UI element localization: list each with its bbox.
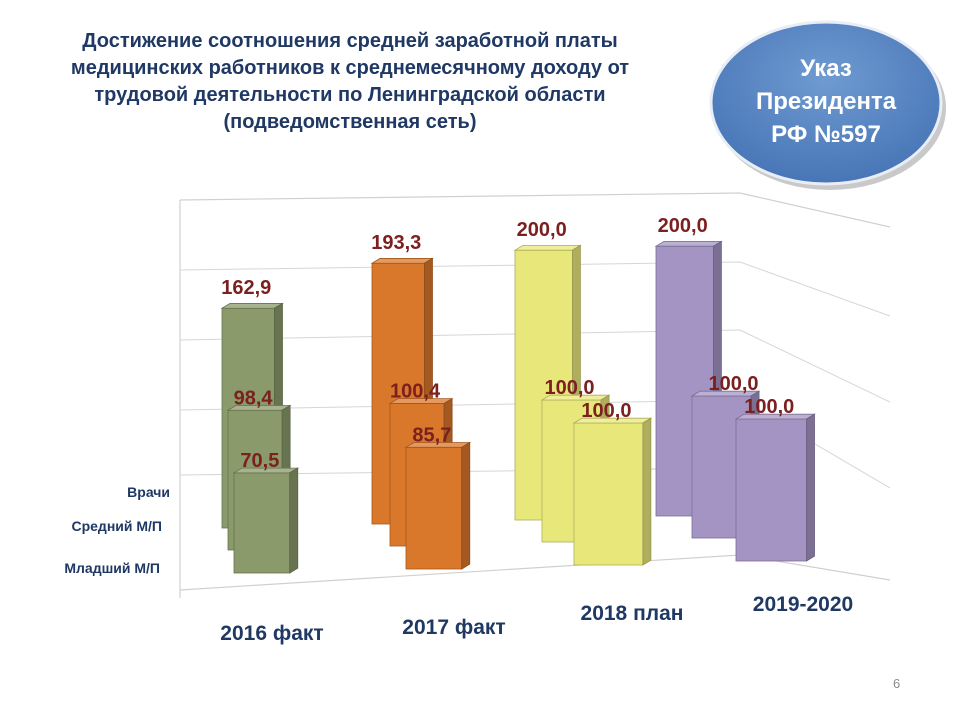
data-label: 162,9: [221, 277, 271, 299]
bar-side: [806, 413, 815, 562]
gridline: [739, 261, 891, 317]
badge-ellipse: [709, 20, 943, 186]
bar-front: [735, 418, 807, 562]
bar-младший-м-п-2: [572, 417, 653, 566]
data-label: 100,0: [544, 377, 594, 399]
series-label: Младший М/П: [64, 560, 160, 576]
bar-front: [405, 446, 463, 570]
data-label: 100,0: [581, 400, 631, 422]
bar-side: [642, 417, 652, 566]
title-line-3: трудовой деятельности по Ленинградской о…: [94, 84, 606, 106]
badge-line-1: Указ: [800, 55, 852, 82]
decree-badge: Указ Президента РФ №597: [709, 20, 946, 190]
bar-top: [513, 244, 582, 251]
bar-front: [573, 422, 644, 566]
title-line-1: Достижение соотношения средней заработно…: [82, 30, 618, 52]
data-label: 70,5: [240, 450, 279, 472]
bar-top: [654, 240, 723, 247]
category-label: 2019-2020: [753, 593, 853, 616]
bar-младший-м-п-1: [404, 441, 472, 570]
frame-line: [739, 192, 891, 228]
data-label: 98,4: [234, 387, 274, 409]
series-label: Средний М/П: [71, 518, 162, 534]
series-label: Врачи: [127, 484, 170, 500]
badge-line-3: РФ №597: [771, 121, 881, 148]
data-label: 100,0: [708, 373, 758, 395]
chart-title: Достижение соотношения средней заработно…: [20, 28, 680, 136]
bar-side: [289, 467, 299, 574]
data-label: 85,7: [412, 424, 451, 446]
category-label: 2016 факт: [220, 622, 323, 645]
bar-top: [370, 258, 434, 264]
frame-line: [179, 192, 741, 201]
bar-top: [220, 303, 284, 309]
data-label: 100,0: [744, 396, 794, 418]
title-line-4: (подведомственная сеть): [223, 111, 477, 133]
bar-младший-м-п-0: [232, 467, 300, 574]
page-number: 6: [893, 676, 901, 691]
gridline: [739, 329, 891, 403]
bar-младший-м-п-3: [734, 413, 816, 562]
bar-front: [233, 472, 291, 574]
category-label: 2018 план: [581, 602, 684, 625]
data-label: 200,0: [658, 215, 708, 237]
data-label: 200,0: [517, 219, 567, 241]
data-label: 100,4: [390, 380, 441, 402]
data-label: 193,3: [371, 232, 421, 254]
title-line-2: медицинских работников к среднемесячному…: [70, 57, 630, 79]
gridline: [179, 261, 741, 271]
bar-side: [461, 441, 471, 570]
badge-line-2: Президента: [756, 88, 897, 115]
category-label: 2017 факт: [402, 616, 505, 639]
